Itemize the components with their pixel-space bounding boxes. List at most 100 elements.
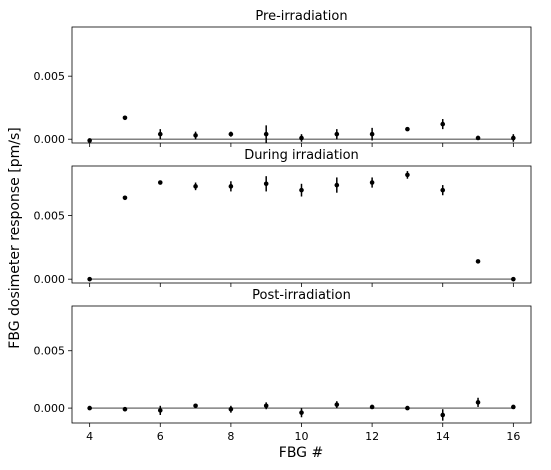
data-point	[475, 259, 481, 264]
data-point	[369, 404, 375, 410]
y-tick-label: 0.000	[34, 402, 66, 415]
y-tick-label: 0.005	[34, 210, 66, 223]
data-point	[122, 406, 128, 412]
data-point	[511, 276, 516, 282]
marker	[263, 131, 269, 137]
data-point	[405, 126, 410, 132]
data-point	[87, 405, 92, 411]
x-tick-label: 4	[86, 430, 93, 443]
y-tick-label: 0.000	[34, 133, 66, 146]
data-point	[193, 182, 198, 191]
x-axis-label: FBG #	[279, 445, 323, 461]
data-point	[511, 134, 516, 142]
marker	[193, 184, 198, 189]
data-point	[334, 177, 340, 193]
marker	[228, 184, 234, 189]
marker	[475, 400, 481, 405]
x-tick-label: 10	[295, 430, 309, 443]
marker	[299, 187, 304, 193]
data-point	[299, 408, 304, 418]
y-tick-label: 0.005	[34, 70, 66, 83]
data-point	[334, 401, 340, 409]
marker	[511, 404, 516, 410]
data-point	[263, 125, 269, 143]
data-point	[87, 138, 92, 143]
data-point	[228, 405, 234, 413]
marker	[193, 403, 198, 409]
data-point	[157, 405, 163, 415]
marker	[440, 412, 446, 418]
data-point	[511, 404, 516, 410]
marker	[440, 121, 446, 127]
marker	[263, 181, 269, 187]
y-tick-label: 0.000	[34, 273, 66, 286]
data-point	[369, 127, 375, 141]
data-point	[263, 176, 269, 192]
data-point	[440, 185, 446, 196]
marker	[87, 138, 92, 143]
data-point	[405, 171, 410, 179]
marker	[122, 406, 128, 412]
data-point	[157, 180, 163, 185]
panel-3: Post-irradiation 0.000 0.005 4 6 8 10 12 14 16	[34, 288, 532, 443]
marker	[334, 182, 340, 188]
marker	[87, 276, 92, 282]
marker	[369, 180, 375, 185]
panel-1: Pre-irradiation 0.000 0.005	[34, 9, 532, 147]
data-point	[157, 129, 163, 140]
data-point	[299, 134, 304, 142]
marker	[405, 405, 410, 411]
y-axis-label: FBG dosimeter response [pm/s]	[7, 127, 23, 348]
y-tick-label: 0.005	[34, 345, 66, 358]
marker	[228, 406, 234, 412]
data-point	[228, 131, 234, 137]
marker	[511, 135, 516, 141]
marker	[299, 135, 304, 141]
panel-title: Post-irradiation	[252, 288, 351, 303]
data-point	[440, 119, 446, 130]
x-tick-label: 12	[365, 430, 379, 443]
data-point	[369, 177, 375, 188]
marker	[122, 115, 128, 121]
marker	[157, 131, 163, 137]
data-point	[193, 131, 198, 140]
marker	[299, 410, 304, 415]
data-point	[440, 409, 446, 421]
data-point	[193, 403, 198, 409]
data-point	[122, 115, 128, 121]
marker	[334, 131, 340, 137]
marker	[157, 408, 163, 413]
x-tick-label: 6	[157, 430, 164, 443]
marker	[122, 195, 128, 201]
x-tick-label: 16	[506, 430, 520, 443]
marker	[87, 405, 92, 411]
panel-title: Pre-irradiation	[255, 9, 347, 24]
data-point	[122, 195, 128, 201]
data-point	[475, 397, 481, 407]
data-point	[263, 402, 269, 410]
marker	[405, 172, 410, 178]
panel-2: During irradiation 0.000 0.005	[34, 148, 532, 287]
marker	[157, 180, 163, 185]
marker	[228, 131, 234, 137]
marker	[369, 131, 375, 137]
data-point	[475, 135, 481, 141]
marker	[405, 126, 410, 132]
data-point	[299, 183, 304, 197]
data-point	[87, 276, 92, 282]
marker	[440, 187, 446, 193]
x-tick-label: 8	[227, 430, 234, 443]
marker	[511, 276, 516, 282]
x-tick-label: 14	[436, 430, 450, 443]
marker	[475, 259, 481, 264]
marker	[334, 402, 340, 407]
marker	[475, 135, 481, 141]
data-point	[334, 129, 340, 140]
data-point	[405, 405, 410, 411]
marker	[193, 133, 198, 138]
marker	[263, 403, 269, 409]
panel-title: During irradiation	[244, 148, 359, 163]
